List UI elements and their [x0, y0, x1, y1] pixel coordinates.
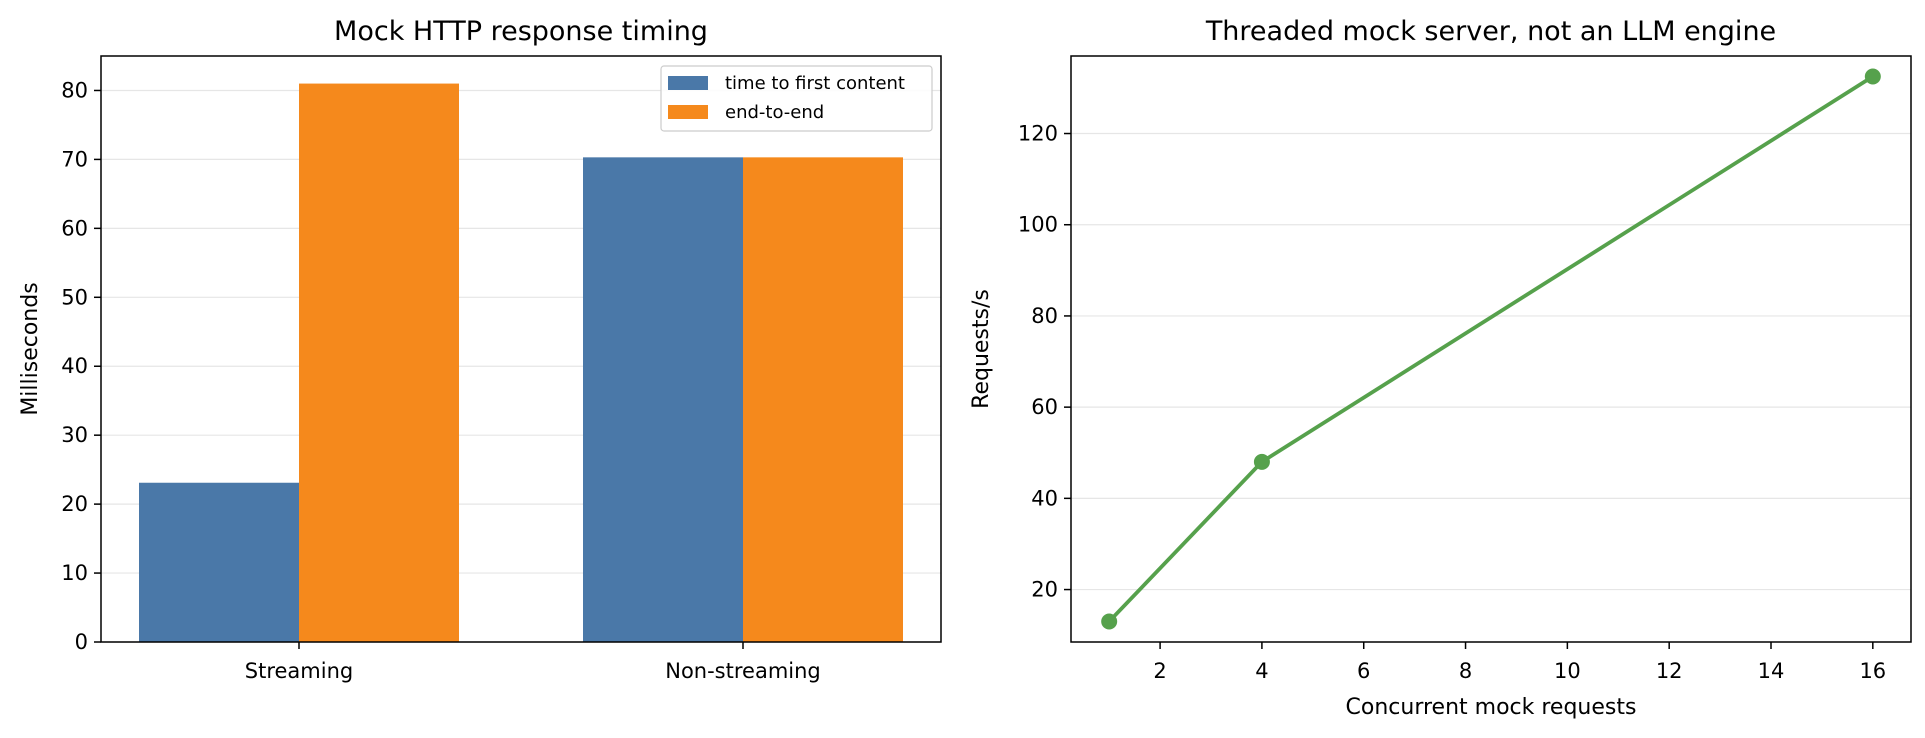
- y-tick-label: 40: [1031, 486, 1058, 510]
- y-tick-label: 40: [61, 354, 88, 378]
- x-tick-label: 12: [1656, 659, 1683, 683]
- legend-swatch-time-to-first-content: [668, 76, 708, 90]
- y-tick-label: 80: [1031, 304, 1058, 328]
- bar-chart-y-ticks: 0 10 20 30 40 50 60 70 80: [61, 78, 101, 654]
- legend-swatch-end-to-end: [668, 105, 708, 119]
- line-chart-title: Threaded mock server, not an LLM engine: [1205, 16, 1776, 47]
- y-tick-label: 70: [61, 147, 88, 171]
- line-chart-points: [1101, 68, 1881, 630]
- y-tick-label: 60: [1031, 395, 1058, 419]
- bar-chart-response-timing: 0 10 20 30 40 50 60 70 80 Streaming Non-streaming…: [18, 16, 942, 683]
- data-point-1: [1101, 613, 1118, 630]
- y-tick-label: 120: [1018, 122, 1058, 146]
- legend-box: [660, 65, 933, 132]
- legend-label-time-to-first-content: time to first content: [725, 73, 905, 94]
- x-tick-label: 2: [1153, 659, 1166, 683]
- bar-time-to-first-content-streaming: [139, 482, 299, 642]
- line-chart-x-label: Concurrent mock requests: [1346, 695, 1637, 720]
- bar-chart-legend: time to first content end-to-end: [660, 65, 933, 132]
- legend-label-end-to-end: end-to-end: [725, 102, 824, 123]
- x-tick-label: 8: [1459, 659, 1472, 683]
- y-tick-label: 50: [61, 285, 88, 309]
- y-tick-label: 100: [1018, 213, 1058, 237]
- bar-time-to-first-content-non-streaming: [583, 157, 743, 642]
- data-point-16: [1864, 68, 1881, 85]
- line-chart-y-ticks: 20 40 60 80 100 120: [1018, 122, 1071, 602]
- bar-chart-frame: [100, 55, 942, 643]
- line-chart-series-line: [1107, 74, 1874, 623]
- bar-chart-title: Mock HTTP response timing: [334, 16, 708, 47]
- line-chart-frame: [1070, 55, 1912, 643]
- x-tick-label: 16: [1859, 659, 1886, 683]
- line-chart-throughput: 20 40 60 80 100 120 2 4 6 8 10 12 14 16 Threaded moc…: [969, 16, 1912, 720]
- line-chart-y-label: Requests/s: [969, 289, 994, 409]
- y-tick-label: 20: [1031, 578, 1058, 602]
- x-tick-label: Streaming: [245, 659, 353, 683]
- y-tick-label: 30: [61, 423, 88, 447]
- line-chart-gridlines: [1071, 132, 1911, 591]
- y-tick-label: 60: [61, 216, 88, 240]
- bar-end-to-end-streaming: [299, 83, 459, 642]
- x-tick-label: 6: [1357, 659, 1370, 683]
- bar-chart-x-ticks: Streaming Non-streaming: [245, 642, 821, 683]
- y-tick-label: 80: [61, 78, 88, 102]
- data-point-4: [1253, 453, 1270, 470]
- x-tick-label: 14: [1758, 659, 1785, 683]
- y-tick-label: 0: [75, 630, 88, 654]
- bar-end-to-end-non-streaming: [743, 157, 903, 642]
- x-tick-label: 10: [1554, 659, 1581, 683]
- bar-chart-y-label: Milliseconds: [18, 282, 43, 415]
- x-tick-label: 4: [1255, 659, 1268, 683]
- y-tick-label: 10: [61, 561, 88, 585]
- line-chart-x-ticks: 2 4 6 8 10 12 14 16: [1153, 642, 1886, 683]
- bar-chart-bars: [139, 83, 903, 642]
- y-tick-label: 20: [61, 492, 88, 516]
- x-tick-label: Non-streaming: [665, 659, 821, 683]
